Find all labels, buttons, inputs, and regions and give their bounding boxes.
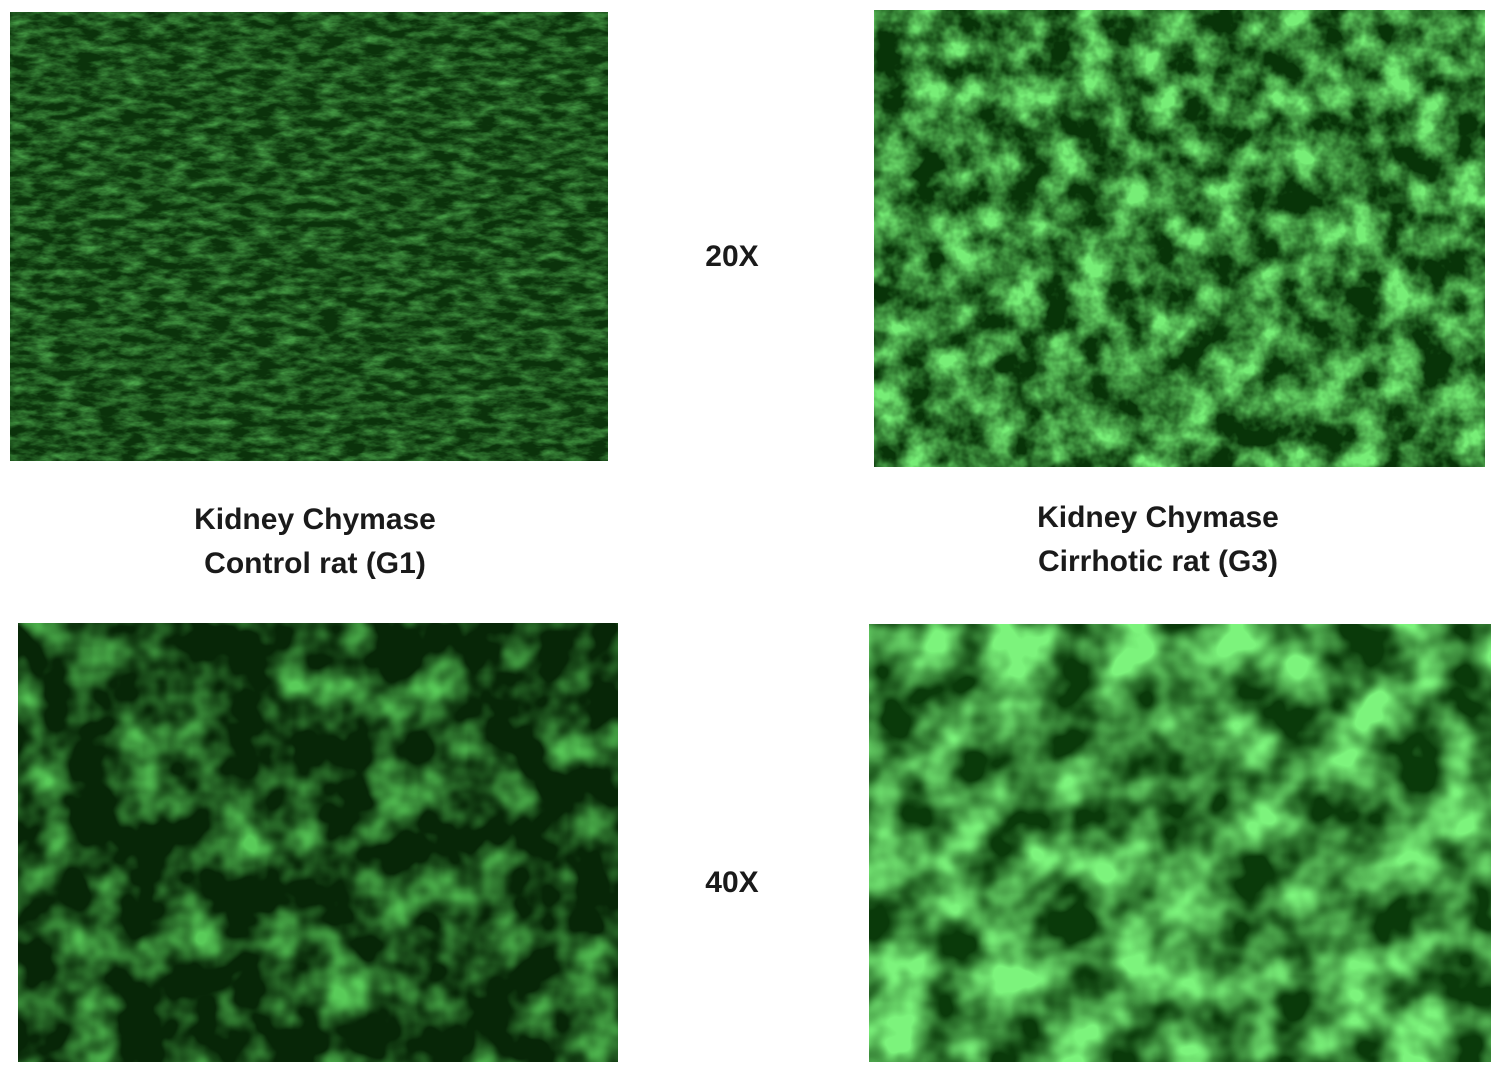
micrograph-cirrhotic-40x xyxy=(869,624,1491,1062)
caption-control-line2: Control rat (G1) xyxy=(204,547,426,580)
caption-control-group: Kidney Chymase Control rat (G1) xyxy=(115,498,515,586)
caption-cirrhotic-group: Kidney Chymase Cirrhotic rat (G3) xyxy=(958,496,1358,584)
micrograph-control-40x xyxy=(18,623,618,1062)
caption-cirrhotic-line1: Kidney Chymase xyxy=(1037,501,1279,534)
caption-control-line1: Kidney Chymase xyxy=(194,503,436,536)
magnification-label-20x: 20X xyxy=(705,240,759,273)
micrograph-control-20x xyxy=(10,12,608,461)
magnification-label-40x: 40X xyxy=(705,866,759,899)
micrograph-cirrhotic-20x xyxy=(874,10,1485,467)
caption-cirrhotic-line2: Cirrhotic rat (G3) xyxy=(1037,545,1279,578)
